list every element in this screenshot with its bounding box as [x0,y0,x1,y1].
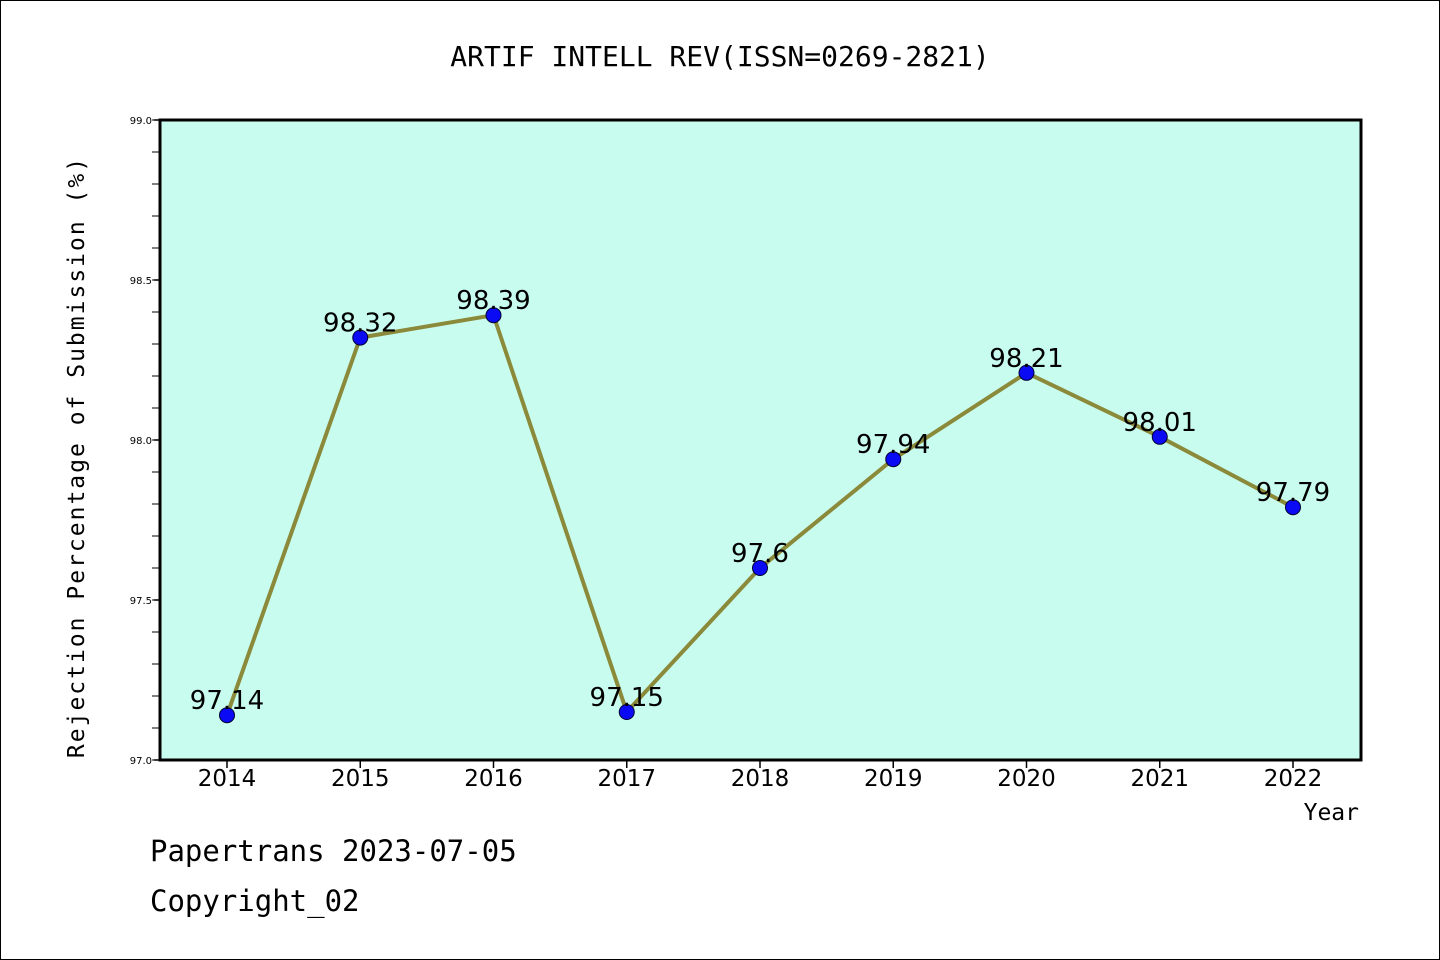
data-labels-group: 97.14 98.32 98.39 97.15 97.6 97.94 98.21 98.01 9… [190,286,1330,716]
data-point [1018,364,1035,381]
x-tick-label: 2020 [997,766,1056,792]
data-label: 97.79 [1256,478,1330,508]
data-label: 98.21 [989,344,1063,374]
footer-date-text: Papertrans 2023-07-05 [150,834,517,868]
data-point [1285,499,1301,516]
x-axis-label: Year [1304,800,1359,826]
series-points-group [219,307,1301,724]
y-tick-label: 98.0 [130,436,152,447]
data-label: 98.39 [456,286,530,316]
x-tick-label: 2019 [864,766,923,792]
x-tick-label: 2022 [1264,766,1323,792]
x-tick-label: 2014 [198,766,257,792]
data-point [618,704,635,720]
data-point [752,560,768,576]
y-axis-label: Rejection Percentage of Submission (%) [64,156,90,758]
x-tick-label: 2017 [597,766,656,792]
data-point [1151,428,1168,445]
data-label: 97.15 [590,683,664,713]
x-axis-ticks: 2014 2015 2016 2017 2018 2019 2020 2021 2022 [198,760,1323,792]
data-label: 97.14 [190,686,264,716]
y-axis-ticks: 97.0 97.5 98.0 98.5 99.0 [130,116,160,767]
data-label: 98.32 [323,309,397,339]
chart-title: ARTIF INTELL REV(ISSN=0269-2821) [450,40,989,73]
plot-border [158,118,1363,762]
x-tick-label: 2021 [1130,766,1189,792]
plot-area [160,120,1361,760]
x-tick-label: 2016 [464,766,523,792]
data-label: 97.6 [731,539,789,569]
y-tick-label: 98.5 [130,276,152,287]
data-label: 97.94 [856,430,930,460]
data-point [219,707,235,724]
x-tick-label: 2018 [731,766,790,792]
data-point [885,451,902,468]
data-label: 98.01 [1123,408,1197,438]
y-tick-label: 97.0 [130,756,152,767]
data-point [352,329,369,346]
y-tick-label: 97.5 [130,596,152,607]
y-tick-label: 99.0 [130,116,152,127]
data-point [485,307,502,324]
footer-copyright-text: Copyright_02 [150,884,360,918]
x-tick-label: 2015 [331,766,390,792]
